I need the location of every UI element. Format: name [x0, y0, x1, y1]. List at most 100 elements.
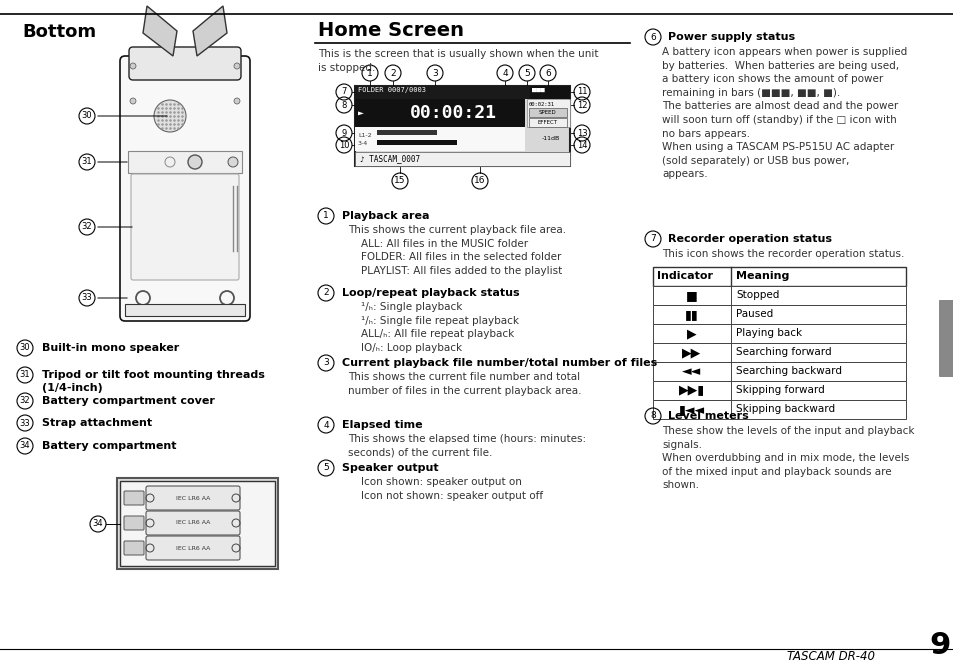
Text: Power supply status: Power supply status — [667, 32, 794, 42]
Text: 4: 4 — [501, 68, 507, 77]
Text: Built-in mono speaker: Built-in mono speaker — [42, 343, 179, 353]
Text: Meaning: Meaning — [735, 272, 788, 282]
Bar — [355, 152, 569, 166]
Text: 12: 12 — [577, 101, 587, 109]
Text: 5: 5 — [323, 464, 329, 472]
Text: 6: 6 — [649, 32, 655, 42]
Text: Playing back: Playing back — [735, 329, 801, 338]
Text: 11: 11 — [577, 87, 587, 97]
Text: 30: 30 — [82, 111, 92, 121]
Text: 1: 1 — [323, 211, 329, 221]
Text: 15: 15 — [394, 176, 405, 185]
Text: Searching backward: Searching backward — [735, 366, 841, 376]
Text: Recorder operation status: Recorder operation status — [667, 234, 831, 244]
Bar — [117, 478, 277, 569]
Text: 6: 6 — [544, 68, 550, 77]
Text: ■: ■ — [685, 289, 698, 302]
Text: Icon shown: speaker output on
    Icon not shown: speaker output off: Icon shown: speaker output on Icon not s… — [348, 477, 542, 501]
Text: ¹/ₕ: Single playback
    ¹/ₕ: Single file repeat playback
    ALL/ₕ: All file re: ¹/ₕ: Single playback ¹/ₕ: Single file re… — [348, 302, 518, 353]
Text: Paused: Paused — [735, 309, 773, 319]
Text: -11dB: -11dB — [541, 136, 559, 142]
FancyBboxPatch shape — [120, 56, 250, 321]
Text: 00:00:21: 00:00:21 — [410, 104, 497, 122]
Text: Loop/repeat playback status: Loop/repeat playback status — [341, 288, 519, 298]
Bar — [529, 118, 566, 127]
Circle shape — [233, 98, 240, 104]
Text: 5: 5 — [523, 68, 529, 77]
Circle shape — [130, 305, 136, 311]
Text: 13: 13 — [576, 129, 587, 138]
Circle shape — [233, 305, 240, 311]
Text: 7: 7 — [341, 87, 346, 97]
Bar — [125, 304, 245, 316]
Bar — [652, 381, 905, 400]
Text: 00:02:31: 00:02:31 — [529, 102, 555, 107]
FancyBboxPatch shape — [129, 47, 241, 80]
Text: 1: 1 — [367, 68, 373, 77]
Text: ▶▶▮: ▶▶▮ — [679, 384, 704, 397]
Text: IEC LR6 AA: IEC LR6 AA — [175, 495, 210, 501]
Text: Bottom: Bottom — [22, 23, 96, 41]
Polygon shape — [143, 6, 177, 56]
Text: 7: 7 — [649, 234, 655, 244]
Circle shape — [153, 100, 186, 132]
Text: Playback area: Playback area — [341, 211, 429, 221]
Text: 3: 3 — [432, 68, 437, 77]
Text: 30: 30 — [20, 344, 30, 352]
Text: ♪ TASCAM_0007: ♪ TASCAM_0007 — [359, 154, 419, 164]
Text: 8: 8 — [649, 411, 655, 421]
Bar — [530, 86, 569, 99]
Circle shape — [228, 157, 237, 167]
Bar — [652, 267, 905, 286]
FancyBboxPatch shape — [146, 511, 240, 535]
Text: IEC LR6 AA: IEC LR6 AA — [175, 546, 210, 550]
Text: EFFECT: EFFECT — [537, 119, 558, 125]
Text: ▶: ▶ — [686, 327, 696, 340]
Text: 34: 34 — [20, 442, 30, 450]
Text: 10: 10 — [338, 140, 349, 150]
Text: 31: 31 — [20, 370, 30, 380]
Text: This shows the elapsed time (hours: minutes:
seconds) of the current file.: This shows the elapsed time (hours: minu… — [348, 434, 585, 458]
Text: Home Screen: Home Screen — [317, 21, 463, 40]
Circle shape — [233, 63, 240, 69]
Text: 16: 16 — [474, 176, 485, 185]
Bar — [652, 400, 905, 419]
Text: 4: 4 — [323, 421, 329, 429]
Bar — [376, 130, 436, 135]
Circle shape — [188, 155, 202, 169]
Text: ▮◄◄: ▮◄◄ — [679, 403, 704, 416]
Text: Stopped: Stopped — [735, 291, 779, 301]
Text: Battery compartment: Battery compartment — [42, 441, 176, 451]
FancyBboxPatch shape — [938, 300, 953, 377]
Text: 14: 14 — [577, 140, 587, 150]
Text: 31: 31 — [82, 158, 92, 166]
Text: These show the levels of the input and playback
signals.
When overdubbing and in: These show the levels of the input and p… — [661, 426, 914, 491]
Text: 2: 2 — [390, 68, 395, 77]
Text: This icon shows the recorder operation status.: This icon shows the recorder operation s… — [661, 249, 903, 259]
Text: This shows the current playback file area.
    ALL: All files in the MUSIC folde: This shows the current playback file are… — [348, 225, 565, 276]
Bar — [128, 151, 242, 173]
Text: (1/4-inch): (1/4-inch) — [42, 383, 103, 393]
Text: 32: 32 — [82, 223, 92, 231]
Text: Current playback file number/total number of files: Current playback file number/total numbe… — [341, 358, 657, 368]
Text: Level meters: Level meters — [667, 411, 748, 421]
Text: Tripod or tilt foot mounting threads: Tripod or tilt foot mounting threads — [42, 370, 265, 380]
Text: L1-2: L1-2 — [357, 133, 372, 138]
Text: Strap attachment: Strap attachment — [42, 418, 152, 428]
Text: 3-4: 3-4 — [357, 141, 368, 146]
FancyBboxPatch shape — [124, 491, 144, 505]
Text: A battery icon appears when power is supplied
by batteries.  When batteries are : A battery icon appears when power is sup… — [661, 47, 906, 179]
FancyBboxPatch shape — [124, 541, 144, 555]
Text: 34: 34 — [92, 519, 103, 529]
Circle shape — [130, 63, 136, 69]
Text: This is the screen that is usually shown when the unit
is stopped.: This is the screen that is usually shown… — [317, 49, 598, 73]
Bar — [355, 127, 524, 151]
Bar — [376, 140, 456, 145]
Text: ◄◄: ◄◄ — [681, 365, 700, 378]
Text: 9: 9 — [928, 631, 950, 660]
Text: This shows the current file number and total
number of files in the current play: This shows the current file number and t… — [348, 372, 581, 396]
Circle shape — [130, 98, 136, 104]
Bar — [652, 324, 905, 343]
Bar — [529, 108, 566, 117]
Text: 33: 33 — [82, 293, 92, 303]
